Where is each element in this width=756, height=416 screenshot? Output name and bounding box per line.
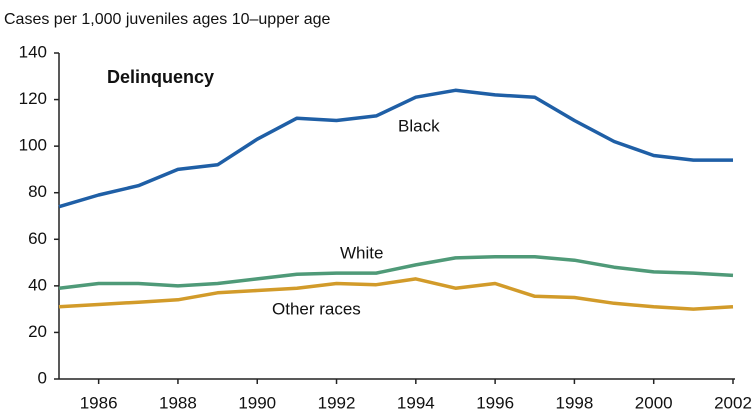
- y-axis-label: Cases per 1,000 juveniles ages 10–upper …: [4, 11, 331, 28]
- x-tick-label: 1994: [397, 393, 435, 412]
- y-tick-label: 140: [19, 42, 47, 61]
- x-tick-label: 2002: [714, 393, 752, 412]
- series-line: [58, 88, 733, 209]
- series-label: White: [340, 243, 383, 262]
- series-label: Other races: [272, 299, 361, 318]
- series-label: Black: [398, 116, 440, 135]
- series-line: [58, 255, 734, 290]
- x-tick-label: 1990: [238, 393, 276, 412]
- y-tick-label: 80: [28, 182, 47, 201]
- y-tick-label: 0: [38, 368, 47, 387]
- x-tick-label: 1998: [555, 393, 593, 412]
- x-tick-label: 2000: [635, 393, 673, 412]
- x-tick-label: 1992: [318, 393, 356, 412]
- series-line: [58, 277, 734, 311]
- x-tick-label: 1988: [159, 393, 197, 412]
- y-tick-label: 40: [28, 275, 47, 294]
- y-tick-label: 120: [19, 89, 47, 108]
- x-tick-label: 1986: [80, 393, 118, 412]
- y-tick-label: 20: [28, 322, 47, 341]
- chart-title: Delinquency: [107, 67, 214, 87]
- y-tick-label: 100: [19, 136, 47, 155]
- x-tick-label: 1996: [476, 393, 514, 412]
- y-tick-label: 60: [28, 229, 47, 248]
